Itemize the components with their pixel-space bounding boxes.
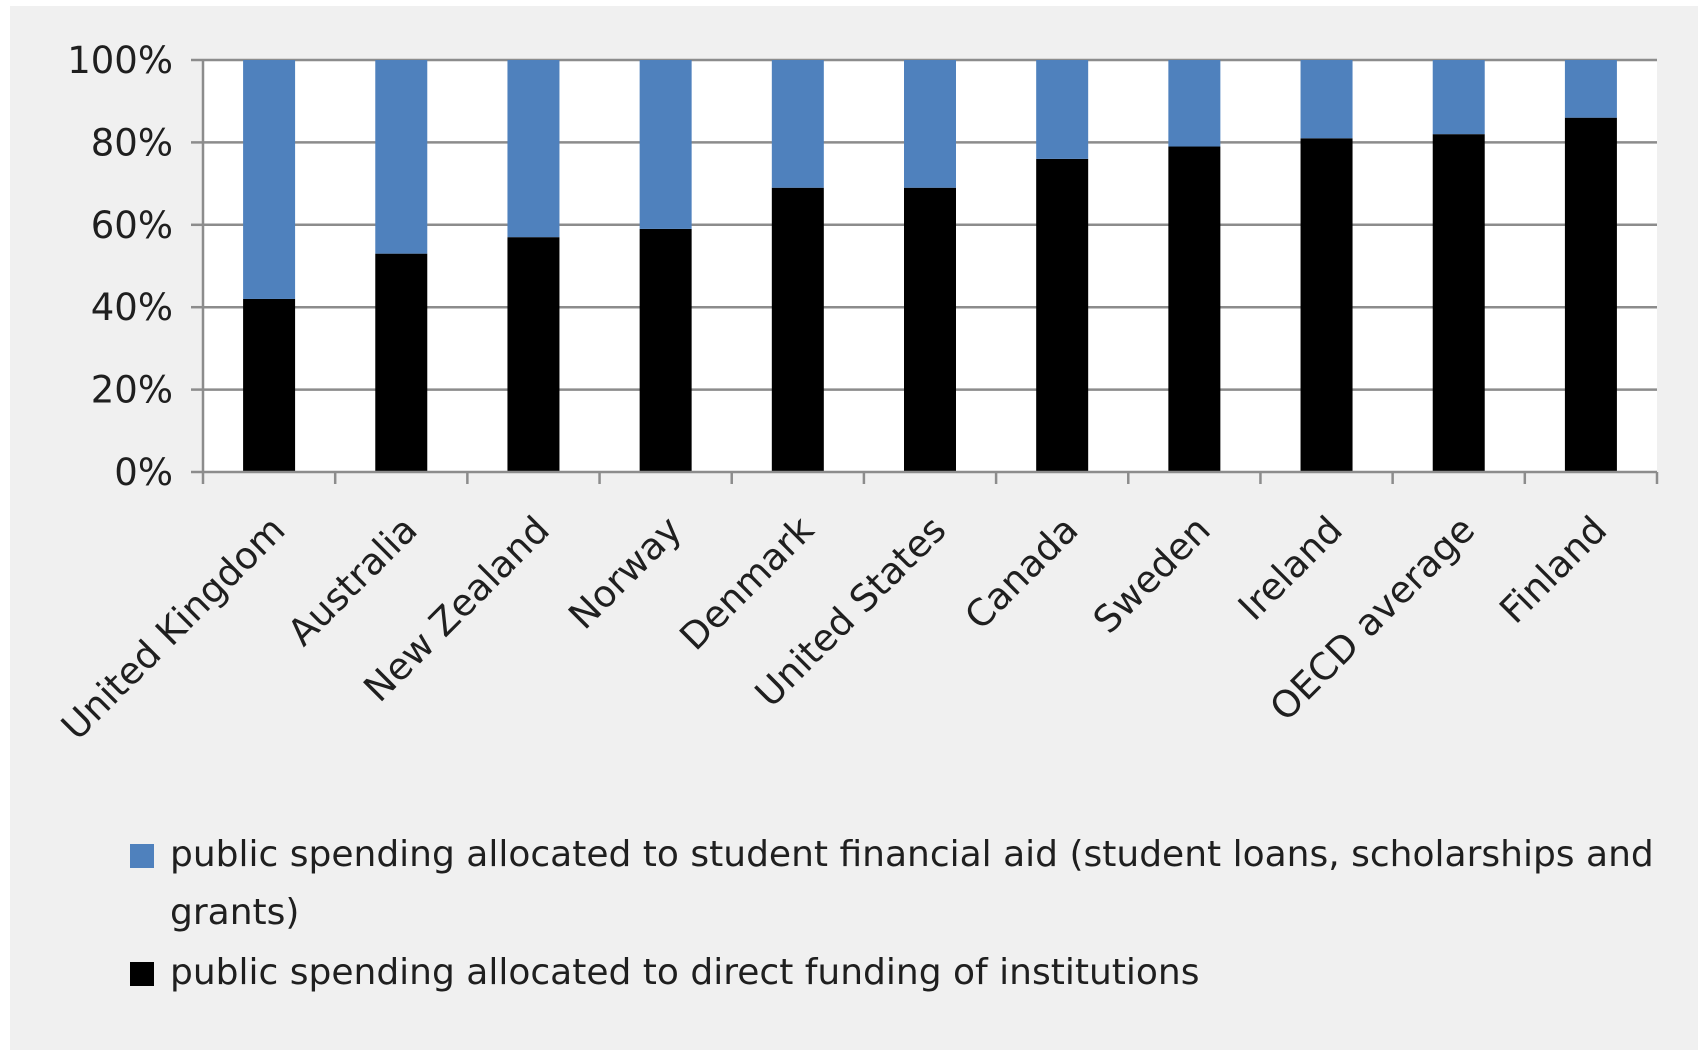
x-tick-label: United Kingdom — [53, 508, 293, 748]
bar-student-aid — [375, 60, 428, 254]
bar-student-aid — [507, 60, 560, 238]
bar-student-aid — [1036, 60, 1089, 159]
bar-direct-funding — [375, 253, 428, 472]
legend-swatch-student-aid — [130, 844, 154, 868]
bar-student-aid — [904, 60, 956, 188]
bars — [243, 60, 1617, 473]
legend-item-direct-funding: public spending allocated to direct fund… — [130, 944, 1670, 1002]
y-tick-label: 40% — [91, 286, 173, 329]
legend-label-direct-funding: public spending allocated to direct fund… — [170, 952, 1200, 993]
y-tick-label: 80% — [91, 121, 173, 164]
y-tick-label: 0% — [114, 451, 173, 494]
x-tick-label: Finland — [1491, 508, 1615, 632]
bar-direct-funding — [1564, 117, 1617, 473]
bar-student-aid — [1300, 60, 1353, 139]
bar-direct-funding — [904, 187, 956, 472]
bar-student-aid — [1168, 60, 1221, 147]
stacked-bar-chart: 0% 20% 40% 60% 80% 100% United KingdomAustral… — [53, 39, 1659, 749]
x-tick-label: Sweden — [1085, 508, 1219, 642]
bar-direct-funding — [243, 298, 296, 472]
x-tick-label: Norway — [560, 508, 690, 638]
y-tick-label: 100% — [67, 39, 173, 82]
legend-item-student-aid: public spending allocated to student fin… — [130, 826, 1670, 942]
bar-student-aid — [1432, 60, 1485, 135]
chart-area: 0% 20% 40% 60% 80% 100% United Kingdom Austral… — [10, 6, 1698, 1050]
bar-direct-funding — [1432, 134, 1485, 472]
x-tick-label: Ireland — [1230, 508, 1351, 629]
x-tick-label: Canada — [957, 508, 1087, 638]
bar-direct-funding — [1036, 158, 1089, 472]
legend-swatch-direct-funding — [130, 962, 154, 986]
y-tick-label: 20% — [91, 369, 173, 412]
bar-student-aid — [1564, 60, 1617, 118]
bar-student-aid — [771, 60, 824, 188]
bar-direct-funding — [639, 228, 692, 472]
bar-direct-funding — [1168, 146, 1221, 472]
bar-direct-funding — [1300, 138, 1353, 472]
axes — [191, 58, 1659, 484]
y-tick-labels: 0% 20% 40% 60% 80% 100% — [67, 39, 173, 494]
y-tick-label: 60% — [91, 204, 173, 247]
bar-student-aid — [639, 60, 692, 229]
bar-student-aid — [243, 60, 296, 299]
bar-direct-funding — [507, 237, 560, 472]
bar-direct-funding — [771, 187, 824, 472]
legend-label-student-aid: public spending allocated to student fin… — [170, 834, 1654, 933]
